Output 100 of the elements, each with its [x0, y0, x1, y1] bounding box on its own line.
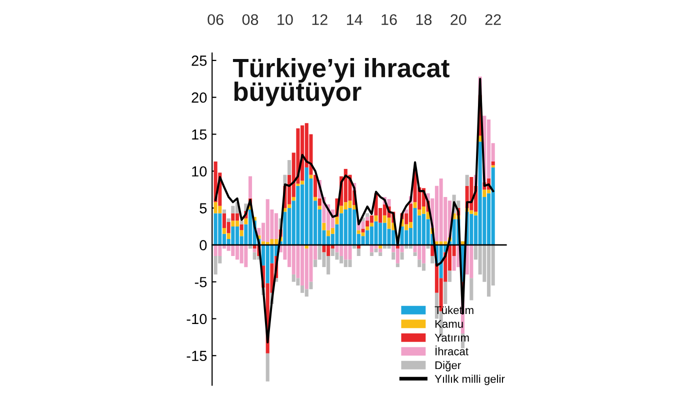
bar	[214, 244, 218, 256]
x-tick-label: 14	[347, 14, 362, 25]
bar	[240, 224, 244, 230]
bar	[322, 244, 326, 252]
legend-label: Diğer	[435, 360, 461, 372]
bar	[322, 222, 326, 230]
x-tick-label: 12	[312, 14, 328, 25]
x-tick-label: 10	[278, 14, 293, 26]
bar	[340, 206, 344, 214]
bar	[400, 252, 404, 260]
bar	[266, 244, 270, 284]
bar	[266, 353, 270, 382]
legend-label: Yatırım	[434, 334, 469, 342]
bar	[448, 270, 452, 282]
bar	[470, 210, 474, 214]
bar	[430, 256, 434, 264]
legend-label: Yıllık milli gelir	[434, 374, 505, 386]
x-tick-label: 08	[242, 14, 258, 26]
bar	[366, 226, 370, 230]
bar	[231, 220, 235, 226]
bar	[300, 286, 304, 293]
bar	[235, 226, 240, 245]
bar	[252, 248, 256, 252]
bar	[296, 278, 300, 286]
bar	[309, 174, 313, 179]
bar	[318, 198, 322, 206]
bar	[314, 260, 318, 268]
x-tick-label: 16	[382, 14, 397, 26]
bar	[235, 220, 240, 226]
bar	[266, 199, 270, 242]
bar	[304, 248, 308, 290]
bar	[348, 260, 352, 268]
bar	[292, 196, 296, 201]
bar	[413, 252, 417, 256]
bar	[222, 210, 226, 214]
y-tick-label: 0	[200, 240, 207, 250]
bar	[218, 206, 222, 214]
bar	[470, 244, 474, 278]
bar	[235, 213, 240, 221]
bar	[244, 244, 248, 268]
bar	[244, 218, 248, 224]
bar	[288, 204, 292, 208]
bar	[240, 230, 244, 236]
y-tick-label: -5	[194, 277, 207, 288]
bar	[387, 199, 391, 207]
bar	[444, 282, 448, 304]
bar	[486, 244, 491, 297]
legend-label: İhracat	[436, 346, 468, 356]
bar	[335, 244, 339, 252]
x-tick-label: 22	[485, 14, 501, 25]
bar	[374, 248, 378, 252]
text: Türkiye’yi ihracat büyütüyor	[232, 58, 450, 106]
bar	[348, 244, 352, 260]
bar	[418, 244, 422, 260]
y-tick-label: 5	[200, 203, 207, 214]
y-tick-label: -10	[186, 314, 207, 324]
bar	[226, 218, 230, 222]
bar	[470, 278, 474, 300]
bar	[218, 213, 222, 245]
bar	[292, 244, 296, 274]
bar	[422, 263, 426, 271]
bar	[374, 215, 378, 222]
bar	[214, 202, 218, 214]
bar	[214, 256, 218, 274]
bar	[422, 244, 426, 264]
bar	[430, 244, 434, 256]
bar	[231, 226, 235, 245]
bar	[314, 174, 318, 197]
bar	[335, 252, 339, 260]
bar	[309, 282, 313, 290]
bar	[304, 289, 308, 297]
bar	[418, 260, 422, 268]
bar	[413, 208, 417, 245]
bar	[240, 220, 244, 224]
bar	[474, 212, 478, 216]
bar	[392, 252, 396, 260]
bar	[335, 216, 339, 224]
bar	[361, 232, 365, 236]
bar	[361, 228, 365, 232]
bar	[366, 213, 370, 217]
bar	[478, 142, 482, 245]
bar	[378, 248, 382, 252]
bar	[231, 213, 235, 221]
bar	[482, 190, 486, 197]
bar	[318, 206, 322, 210]
bar	[214, 213, 218, 245]
bar	[361, 221, 365, 229]
bar	[470, 214, 474, 245]
x-tick-label: 20	[450, 14, 466, 26]
bar	[252, 252, 256, 260]
bar	[374, 221, 378, 245]
bar	[314, 196, 318, 201]
bar	[304, 167, 308, 245]
bar	[491, 167, 495, 245]
bar	[404, 230, 408, 245]
bar	[370, 252, 374, 256]
y-tick-label: 10	[192, 166, 207, 177]
bar	[486, 190, 491, 194]
bar	[370, 222, 374, 226]
bar	[218, 244, 222, 256]
